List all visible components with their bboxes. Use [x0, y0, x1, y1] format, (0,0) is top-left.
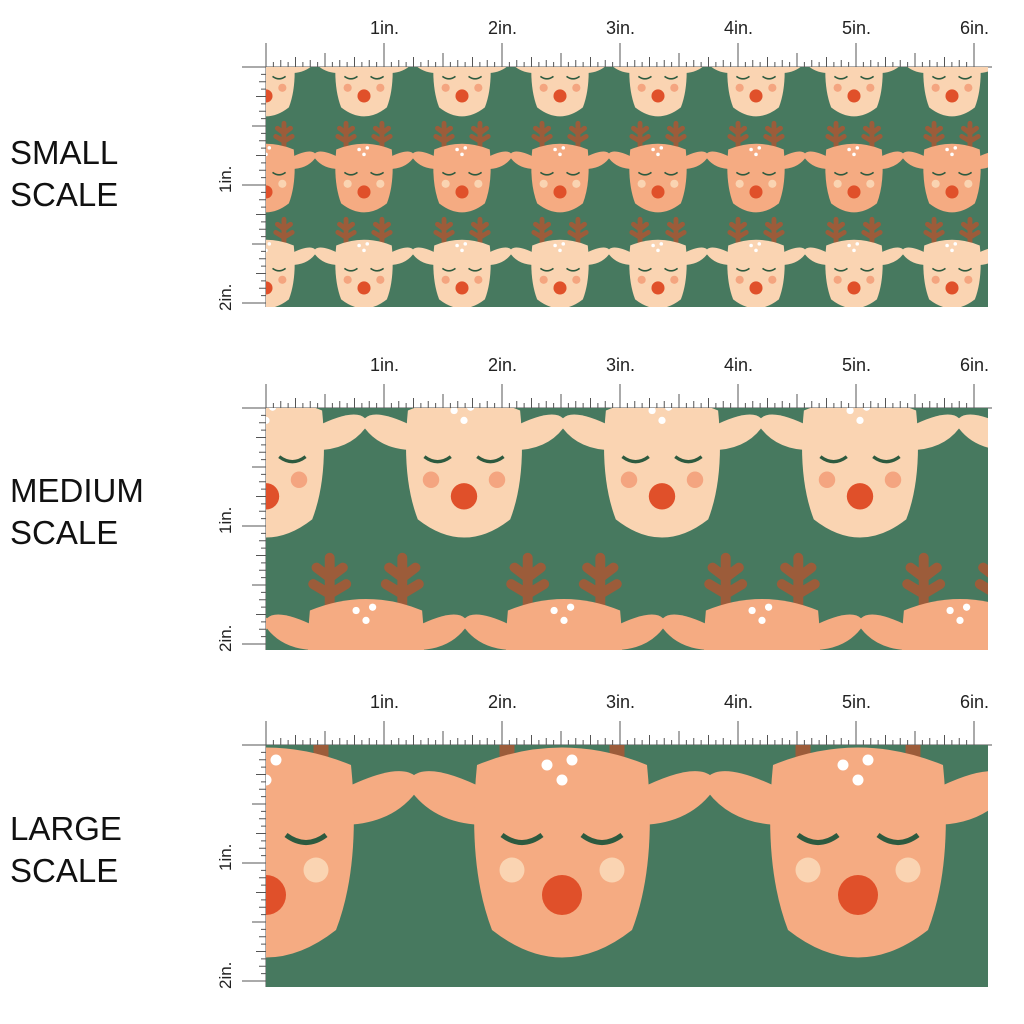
ruler-inch-label: 2in.: [488, 18, 518, 38]
large-scale-label: LARGE SCALE: [10, 810, 122, 889]
small-scale-label: SMALL SCALE: [10, 134, 119, 213]
fabric-pattern: [266, 745, 988, 987]
ruler-inch-label: 1in.: [370, 355, 400, 375]
ruler-vertical-label: 2in.: [216, 961, 235, 989]
ruler-vertical-label: 2in.: [216, 283, 235, 311]
vertical-ruler: [242, 744, 267, 987]
medium-scale-label: MEDIUM SCALE: [10, 472, 144, 551]
ruler-vertical-label: 1in.: [216, 506, 235, 534]
horizontal-ruler: [265, 384, 992, 409]
ruler-inch-label: 4in.: [724, 18, 754, 38]
ruler-inch-label: 3in.: [606, 692, 636, 712]
ruler-inch-label: 2in.: [488, 355, 518, 375]
ruler-inch-label: 1in.: [370, 692, 400, 712]
ruler-vertical-label: 1in.: [216, 165, 235, 193]
ruler-inch-label: 4in.: [724, 692, 754, 712]
horizontal-ruler: [265, 721, 992, 746]
ruler-inch-label: 6in.: [960, 692, 990, 712]
ruler-inch-label: 2in.: [488, 692, 518, 712]
ruler-vertical-label: 1in.: [216, 843, 235, 871]
vertical-ruler: [242, 407, 267, 650]
ruler-inch-label: 3in.: [606, 18, 636, 38]
ruler-inch-label: 5in.: [842, 355, 872, 375]
ruler-inch-label: 4in.: [724, 355, 754, 375]
fabric-pattern: [266, 67, 988, 307]
ruler-inch-label: 5in.: [842, 18, 872, 38]
ruler-inch-label: 6in.: [960, 355, 990, 375]
ruler-inch-label: 1in.: [370, 18, 400, 38]
ruler-inch-label: 6in.: [960, 18, 990, 38]
ruler-inch-label: 3in.: [606, 355, 636, 375]
ruler-vertical-label: 2in.: [216, 624, 235, 652]
horizontal-ruler: [265, 43, 992, 68]
ruler-inch-label: 5in.: [842, 692, 872, 712]
vertical-ruler: [242, 66, 267, 307]
fabric-pattern: [266, 408, 988, 650]
